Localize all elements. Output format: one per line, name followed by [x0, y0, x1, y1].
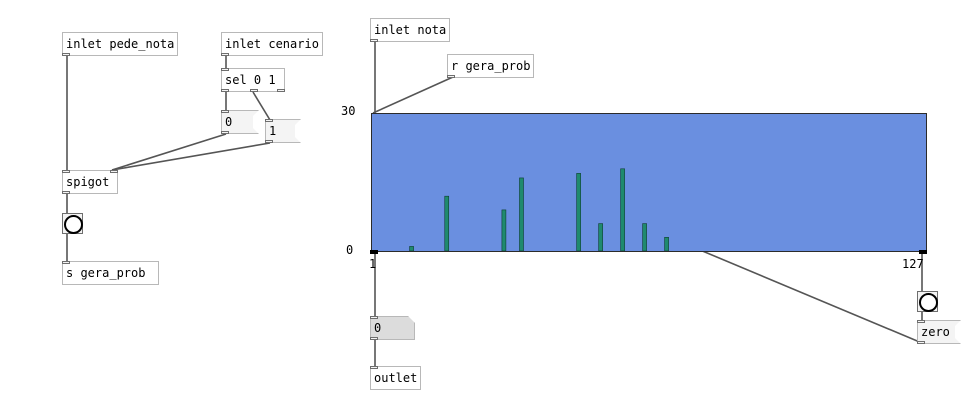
array-bar[interactable]	[598, 223, 603, 251]
array-bar[interactable]	[642, 223, 647, 251]
send-gera-prob-object[interactable]: s gera_prob	[62, 261, 159, 285]
outlet-port[interactable]	[370, 39, 378, 42]
graph-x-min-label: 1	[369, 257, 377, 271]
inlet-cenario-label: inlet cenario	[225, 37, 319, 51]
outlet-label: outlet	[374, 371, 418, 385]
array-bar[interactable]	[664, 237, 669, 251]
array-bar[interactable]	[409, 246, 414, 251]
outlet-port[interactable]	[447, 75, 455, 78]
spigot-label: spigot	[66, 175, 110, 189]
inlet-nota-label: inlet nota	[374, 23, 447, 37]
outlet-port[interactable]	[277, 89, 285, 92]
bang-icon[interactable]	[917, 291, 938, 312]
array-bar[interactable]	[576, 173, 581, 251]
array-bar[interactable]	[620, 168, 625, 251]
graph-y-max-label: 30	[341, 104, 356, 118]
sel-object[interactable]: sel 0 1	[221, 68, 285, 92]
outlet-port[interactable]	[250, 89, 258, 92]
spigot-object[interactable]: spigot	[62, 170, 118, 194]
message-zero-command[interactable]: zero	[917, 320, 961, 344]
bang-icon[interactable]	[62, 213, 83, 234]
outlet-port[interactable]	[370, 337, 378, 340]
outlet-port[interactable]	[62, 53, 70, 56]
array-graph[interactable]	[371, 113, 927, 252]
outlet-port[interactable]	[917, 341, 925, 344]
array-bar[interactable]	[519, 177, 524, 251]
inlet-port[interactable]	[370, 316, 378, 319]
message-one-label: 1	[269, 124, 277, 138]
inlet-cenario-object[interactable]: inlet cenario	[221, 32, 323, 56]
message-zero-label: 0	[225, 115, 233, 129]
graph-x-max-label: 127	[902, 257, 924, 271]
receive-gera-prob-label: r gera_prob	[451, 59, 531, 73]
graph-y-min-label: 0	[346, 243, 354, 257]
inlet-port[interactable]	[62, 170, 70, 173]
inlet-port[interactable]	[62, 261, 70, 264]
message-one[interactable]: 1	[265, 119, 301, 143]
inlet-port[interactable]	[221, 110, 229, 113]
message-zero[interactable]: 0	[221, 110, 259, 134]
inlet-port[interactable]	[221, 68, 229, 71]
array-bar[interactable]	[501, 209, 507, 251]
inlet-pede-nota-object[interactable]: inlet pede_nota	[62, 32, 179, 56]
outlet-port[interactable]	[221, 53, 229, 56]
outlet-port[interactable]	[221, 89, 229, 92]
outlet-port[interactable]	[265, 140, 273, 143]
inlet-pede-nota-label: inlet pede_nota	[66, 37, 175, 51]
inlet-port[interactable]	[917, 320, 925, 323]
receive-gera-prob-object[interactable]: r gera_prob	[447, 54, 535, 78]
graph-corner-right	[919, 250, 927, 254]
array-plot[interactable]	[372, 114, 926, 251]
outlet-object[interactable]: outlet	[370, 366, 422, 390]
inlet-port[interactable]	[370, 366, 378, 369]
inlet-port[interactable]	[265, 119, 273, 122]
inlet-nota-object[interactable]: inlet nota	[370, 18, 451, 42]
graph-corner-left	[370, 250, 378, 254]
array-bar[interactable]	[444, 195, 450, 251]
outlet-port[interactable]	[221, 131, 229, 134]
inlet-port[interactable]	[110, 170, 118, 173]
outlet-port[interactable]	[62, 191, 70, 194]
sel-label: sel 0 1	[225, 73, 276, 87]
number-box-value: 0	[374, 321, 382, 335]
message-zero-command-label: zero	[921, 325, 950, 339]
number-box[interactable]: 0	[370, 316, 415, 340]
send-gera-prob-label: s gera_prob	[66, 266, 146, 280]
